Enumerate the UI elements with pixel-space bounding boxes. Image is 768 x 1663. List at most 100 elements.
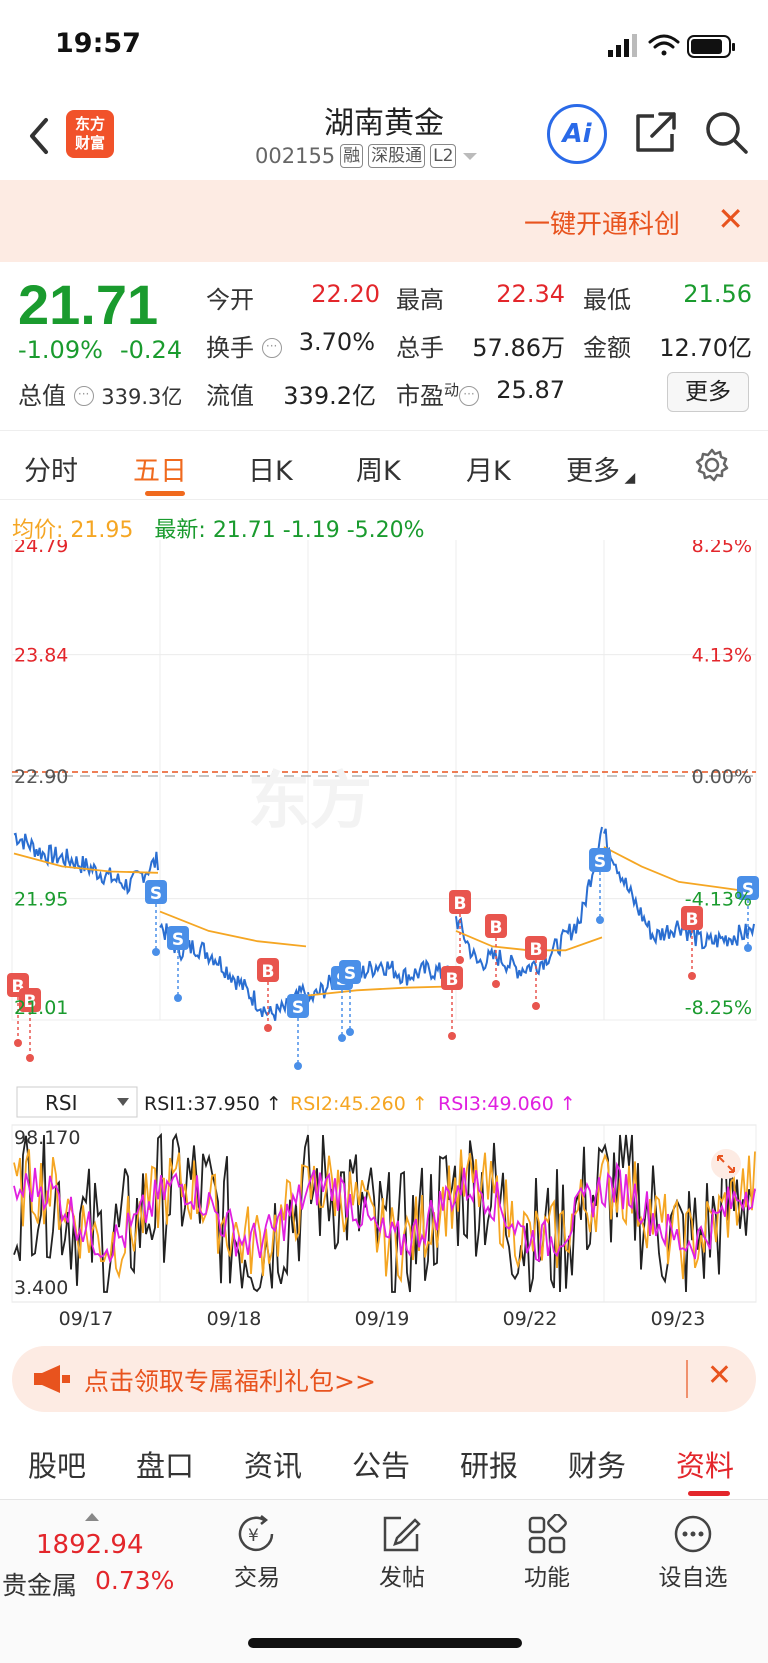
stock-code: 002155	[255, 144, 336, 168]
signal-label: S	[292, 998, 304, 1018]
buy-signal	[525, 936, 547, 960]
gift-promo[interactable]: 点击领取专属福利礼包>> ✕	[12, 1346, 756, 1412]
rsi2-value: RSI2:45.260 ↑	[290, 1093, 428, 1115]
signal-point	[26, 1054, 34, 1062]
amount-label: 金额	[583, 334, 631, 362]
signal-point	[338, 1034, 346, 1042]
promo-banner[interactable]: 一键开通科创 ✕	[0, 180, 768, 262]
amount-value: 12.70亿	[659, 334, 752, 362]
promo-close-icon[interactable]: ✕	[706, 1358, 732, 1393]
last-label: 最新:	[154, 518, 206, 543]
pct-axis-label: 0.00%	[692, 766, 752, 788]
tab-profile[interactable]: 资料	[676, 1449, 735, 1483]
search-icon[interactable]	[702, 108, 750, 156]
price-axis-label: 21.95	[14, 889, 68, 911]
trade-signals: BBSSBSSSBBBBSBS	[7, 848, 759, 1070]
sell-signal	[287, 994, 309, 1018]
tab-intraday[interactable]: 分时	[24, 456, 78, 487]
tab-more[interactable]: 更多 ◢	[566, 456, 636, 487]
buy-signal	[681, 906, 703, 930]
stock-name: 湖南黄金	[324, 106, 444, 141]
promo-text[interactable]: 点击领取专属福利礼包>>	[84, 1367, 376, 1396]
watchlist-button[interactable]: 设自选	[648, 1514, 738, 1592]
change-value: -0.24	[120, 336, 183, 364]
tab-five-day[interactable]: 五日	[133, 456, 187, 487]
banner-text[interactable]: 一键开通科创	[523, 210, 680, 240]
rsi3-value: RSI3:49.060 ↑	[438, 1093, 576, 1115]
index-value[interactable]: 1892.94	[36, 1530, 144, 1560]
x-axis-label: 09/22	[503, 1308, 558, 1330]
signal-icon	[608, 34, 637, 57]
status-icons	[608, 34, 735, 58]
tab-announcements[interactable]: 公告	[352, 1449, 411, 1483]
rsi-lines	[13, 1132, 756, 1293]
tab-weekly-k[interactable]: 周K	[356, 456, 401, 487]
app-logo: 东方 财富	[66, 110, 114, 158]
axis-labels: 24.79 8.25% 23.84 4.13% 22.90 0.00% 21.95 -4.13…	[14, 540, 752, 1019]
tab-news[interactable]: 资讯	[244, 1449, 303, 1483]
signal-label: B	[490, 918, 503, 938]
last-change: -1.19	[282, 518, 340, 543]
tab-finance[interactable]: 财务	[568, 1449, 627, 1483]
rsi-header: RSI RSI1:37.950 ↑ RSI2:45.260 ↑ RSI3:49.…	[16, 1086, 576, 1118]
open-value: 22.20	[311, 280, 380, 308]
ai-button[interactable]: Ai	[547, 104, 607, 164]
info-icon[interactable]: ···	[459, 386, 480, 406]
signal-point	[492, 980, 500, 988]
tab-monthly-k[interactable]: 月K	[466, 456, 511, 487]
index-change[interactable]: 0.73%	[95, 1566, 175, 1595]
tab-pankou[interactable]: 盘口	[136, 1449, 195, 1483]
buy-signal	[19, 988, 41, 1012]
trade-button[interactable]: ¥ 交易	[212, 1514, 302, 1592]
high-label: 最高	[396, 286, 444, 314]
signal-label: S	[172, 930, 184, 950]
pct-axis-label: -8.25%	[685, 997, 752, 1019]
buy-signal	[449, 890, 471, 914]
post-button[interactable]: 发帖	[357, 1514, 447, 1592]
buy-signal	[441, 966, 463, 990]
price-line-day-2	[307, 958, 455, 1004]
rsi1-value: RSI1:37.950 ↑	[144, 1093, 282, 1115]
share-icon[interactable]	[632, 108, 680, 156]
avg-label: 均价:	[12, 518, 64, 543]
edit-icon	[383, 1516, 421, 1552]
tab-guba[interactable]: 股吧	[28, 1449, 87, 1483]
more-dots-icon	[674, 1515, 712, 1553]
period-tabs: 分时 五日 日K 周K 月K 更多 ◢	[0, 430, 768, 500]
signal-point	[532, 1002, 540, 1010]
index-name[interactable]: 贵金属	[2, 1571, 78, 1600]
back-icon[interactable]	[24, 114, 54, 158]
function-button[interactable]: 功能	[502, 1514, 592, 1592]
signal-label: S	[594, 852, 606, 872]
signal-point	[346, 1028, 354, 1036]
tab-daily-k[interactable]: 日K	[248, 456, 293, 487]
signal-label: S	[150, 884, 162, 904]
volume-label: 总手	[396, 334, 444, 362]
rsi-selector[interactable]	[16, 1086, 138, 1118]
gear-icon[interactable]	[694, 447, 730, 483]
info-icon[interactable]: ···	[73, 386, 94, 406]
more-button[interactable]: 更多	[667, 372, 749, 412]
stock-meta[interactable]: 002155 融 深股通 L2	[255, 144, 479, 168]
chart-legend: 均价: 21.95 最新: 21.71 -1.19 -5.20%	[12, 512, 425, 544]
five-day-chart[interactable]: 东方 BBSSBSSSBBBBSBS 24.798.25%23.844.13%2…	[0, 540, 768, 1330]
signal-label: B	[446, 970, 459, 990]
info-icon[interactable]: ···	[261, 338, 282, 358]
mcap-label: 总值 ··· 339.3亿	[18, 382, 183, 410]
signal-point	[456, 956, 464, 964]
price-line-day-4	[603, 828, 755, 950]
float-label: 流值	[206, 382, 254, 410]
function-label: 功能	[524, 1565, 570, 1591]
x-axis-labels: 09/17 09/18 09/19 09/22 09/23	[59, 1308, 706, 1330]
volume-value: 57.86万	[472, 334, 565, 362]
grid-icon	[528, 1514, 567, 1554]
banner-close-icon[interactable]: ✕	[717, 200, 744, 238]
home-indicator	[248, 1638, 522, 1648]
active-bottom-tab-indicator	[688, 1491, 730, 1496]
tab-research[interactable]: 研报	[460, 1449, 519, 1483]
signal-point	[294, 1062, 302, 1070]
signal-point	[688, 972, 696, 980]
megaphone-icon	[34, 1365, 70, 1393]
buy-signal	[257, 958, 279, 982]
info-tabs: 股吧 盘口 资讯 公告 研报 财务 资料	[0, 1425, 768, 1499]
